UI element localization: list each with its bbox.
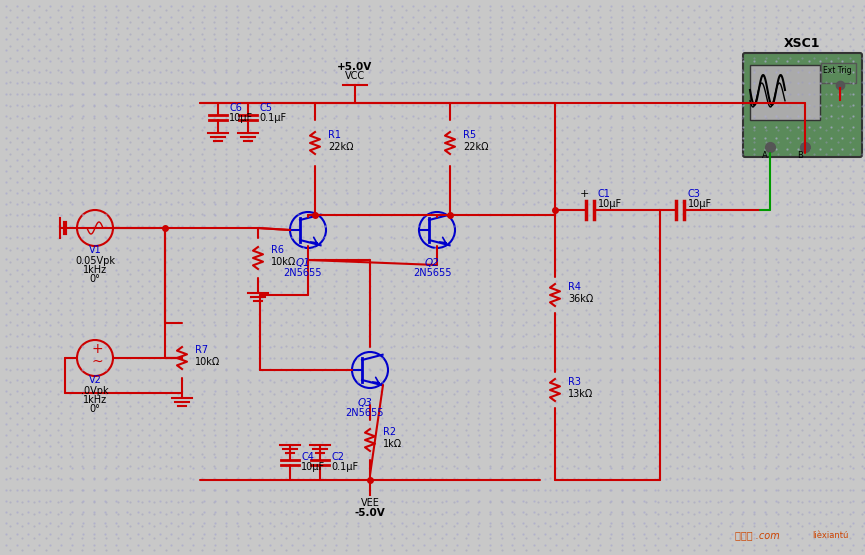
Text: 2N5655: 2N5655 [284,268,323,278]
Text: 1kHz: 1kHz [83,395,107,405]
Text: V2: V2 [88,375,101,385]
Text: 0.1µF: 0.1µF [259,113,286,123]
Text: -5.0V: -5.0V [355,508,386,518]
Text: C1: C1 [598,189,611,199]
Bar [750,65,820,120]
Text: C4: C4 [301,452,314,462]
Text: Q1: Q1 [296,258,311,268]
Bar [821,63,856,83]
Text: ~: ~ [91,355,103,369]
Text: V1: V1 [88,245,101,255]
Text: XSC1: XSC1 [785,37,821,50]
Text: 0°: 0° [90,274,100,284]
Text: VCC: VCC [345,71,365,81]
Text: +: + [580,189,589,199]
Text: 22kΩ: 22kΩ [463,142,489,152]
Text: R6: R6 [271,245,284,255]
Text: A: A [762,151,768,160]
Text: 0°: 0° [90,404,100,414]
Text: C5: C5 [259,103,272,113]
Text: C2: C2 [331,452,344,462]
Text: Ext Trig: Ext Trig [823,66,852,75]
Text: 13kΩ: 13kΩ [568,389,593,399]
Text: lièxiantú: lièxiantú [812,531,849,540]
Text: VEE: VEE [361,498,380,508]
Text: 36kΩ: 36kΩ [568,294,593,304]
Text: C6: C6 [229,103,242,113]
Text: +5.0V: +5.0V [337,62,373,72]
Text: 0.1µF: 0.1µF [331,462,358,472]
Text: 1kΩ: 1kΩ [383,439,402,449]
Text: 2N5655: 2N5655 [346,408,384,418]
Text: 10µF: 10µF [229,113,253,123]
Text: 10kΩ: 10kΩ [195,357,221,367]
Text: R2: R2 [383,427,396,437]
Text: 22kΩ: 22kΩ [328,142,354,152]
Text: +: + [91,342,103,356]
Text: Q3: Q3 [357,398,372,408]
Text: R3: R3 [568,377,581,387]
Text: R4: R4 [568,282,581,292]
Text: 1kHz: 1kHz [83,265,107,275]
Text: 10µF: 10µF [301,462,325,472]
Text: R5: R5 [463,130,476,140]
Text: 10µF: 10µF [688,199,712,209]
Text: 2N5655: 2N5655 [413,268,452,278]
Text: Q2: Q2 [425,258,439,268]
Text: C3: C3 [688,189,701,199]
FancyBboxPatch shape [743,53,862,157]
Text: 0.05Vpk: 0.05Vpk [75,256,115,266]
Text: R1: R1 [328,130,341,140]
Text: B: B [797,151,803,160]
Text: 10kΩ: 10kΩ [271,257,296,267]
Text: 10µF: 10µF [598,199,622,209]
Text: R7: R7 [195,345,208,355]
Text: 流仿图 .com: 流仿图 .com [735,530,780,540]
Text: .0Vpk: .0Vpk [81,386,109,396]
